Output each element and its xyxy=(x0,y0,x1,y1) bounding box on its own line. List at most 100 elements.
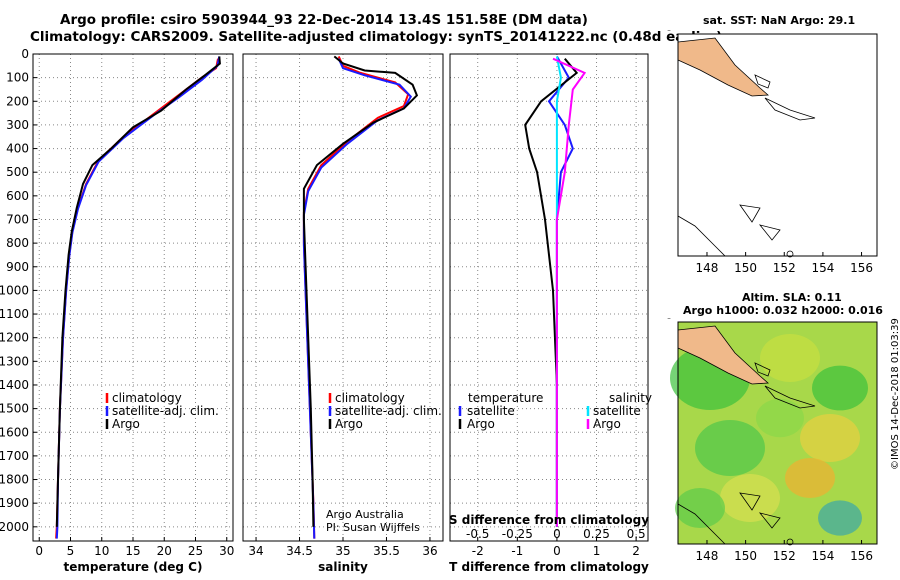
sst-map: -8-10-12-14-16-18148150152154156 xyxy=(661,30,878,275)
reef-2 xyxy=(758,224,781,241)
map-x-tick-label: 148 xyxy=(696,261,719,275)
series-line-climatology xyxy=(302,55,410,539)
title-line-2: Climatology: CARS2009. Satellite-adjuste… xyxy=(30,29,723,45)
temp-legend-label: Argo xyxy=(112,417,140,431)
x-axis-label: temperature (deg C) xyxy=(64,560,203,574)
reef-1 xyxy=(739,492,761,511)
x-tick-label: 0 xyxy=(553,544,561,558)
reef-1 xyxy=(739,204,761,223)
x-tick-label: 34 xyxy=(248,544,263,558)
s-tick-label: 0.5 xyxy=(627,527,646,541)
sla-blob xyxy=(720,474,780,522)
islands-louisiade xyxy=(764,385,816,409)
annotation-line-2: PI: Susan Wijffels xyxy=(326,521,420,534)
x-axis-label: salinity xyxy=(318,560,368,574)
y-tick-label: 800 xyxy=(6,236,29,250)
diff-legend-label: satellite xyxy=(467,404,515,418)
y-tick-label: 1500 xyxy=(0,402,29,416)
y-tick-label: 1100 xyxy=(0,307,29,321)
y-tick-label: 500 xyxy=(6,165,29,179)
x-tick-label: -1 xyxy=(511,544,523,558)
y-tick-label: 900 xyxy=(6,260,29,274)
y-tick-label: 400 xyxy=(6,142,29,156)
y-tick-label: 300 xyxy=(6,118,29,132)
diff-legend-label: Argo xyxy=(593,417,621,431)
x-tick-label: 34.5 xyxy=(286,544,313,558)
s-tick-label: -0.5 xyxy=(466,527,489,541)
series-line-s-argo xyxy=(552,57,587,527)
map-frame xyxy=(677,33,878,257)
land-new-guinea xyxy=(677,325,769,385)
sla-blob xyxy=(785,458,835,498)
map-x-tick-label: 156 xyxy=(850,549,873,563)
s-diff-label: S difference from climatology xyxy=(449,513,649,527)
coast-australia xyxy=(677,215,726,257)
sal-legend-label: satellite-adj. clim. xyxy=(335,404,442,418)
reef-2 xyxy=(758,512,781,529)
difference-chart: -2 -1 0 1 2 T difference from climatology S di… xyxy=(449,53,652,574)
sla-blob xyxy=(756,398,804,438)
reef-3 xyxy=(786,250,794,258)
temp-legend-label: climatology xyxy=(112,391,182,405)
plot-frame xyxy=(242,53,444,542)
y-tick-label: 600 xyxy=(6,189,29,203)
annotation-line-1: Argo Australia xyxy=(326,508,404,521)
y-tick-label: 1900 xyxy=(0,496,29,510)
series-line-climatology xyxy=(55,58,219,539)
y-tick-label: 1000 xyxy=(0,283,29,297)
sal-legend-label: climatology xyxy=(335,391,405,405)
island-trobriand xyxy=(754,362,771,377)
s-tick-label: 0 xyxy=(553,527,561,541)
x-tick-label: 0 xyxy=(35,544,43,558)
temperature-chart: 0 5 10 15 20 25 30 temperature (deg C) 0 100 200 30… xyxy=(0,47,234,574)
y-tick-label: 2000 xyxy=(0,520,29,534)
legend-title-salinity: salinity xyxy=(609,391,652,405)
x-tick-label: 35.5 xyxy=(373,544,400,558)
sal-legend-label: Argo xyxy=(335,417,363,431)
sla-blob xyxy=(675,488,725,528)
map-frame xyxy=(677,321,878,545)
sla-blob xyxy=(812,365,868,411)
map-x-tick-label: 150 xyxy=(734,549,757,563)
series-line-argo xyxy=(55,56,221,527)
sla-blob xyxy=(760,334,820,382)
x-tick-label: 35 xyxy=(335,544,350,558)
bottom-map-title-2: Argo h1000: 0.032 h2000: 0.016 xyxy=(683,304,883,317)
island-trobriand xyxy=(754,74,771,89)
y-tick-label: 100 xyxy=(6,71,29,85)
top-map-title: sat. SST: NaN Argo: 29.1 xyxy=(703,14,856,27)
x-tick-label: 30 xyxy=(219,544,234,558)
x-tick-label: 2 xyxy=(632,544,640,558)
y-tick-label: 1600 xyxy=(0,425,29,439)
series-line-argo xyxy=(302,55,419,527)
sla-blob xyxy=(800,414,860,462)
map-x-tick-label: 154 xyxy=(811,261,834,275)
x-tick-label: 1 xyxy=(593,544,601,558)
map-x-tick-label: 148 xyxy=(696,549,719,563)
map-y-tick-label: -8 xyxy=(661,30,673,33)
y-tick-label: 0 xyxy=(21,47,29,61)
coast-australia xyxy=(677,503,726,545)
y-tick-label: 700 xyxy=(6,212,29,226)
x-tick-label: 5 xyxy=(67,544,75,558)
s-tick-label: 0.25 xyxy=(583,527,610,541)
x-tick-label: 15 xyxy=(125,544,140,558)
map-y-tick-label: -8 xyxy=(661,318,673,321)
diff-legend-label: satellite xyxy=(593,404,641,418)
sla-blob xyxy=(695,420,765,476)
s-tick-label: -0.25 xyxy=(502,527,533,541)
map-x-tick-label: 150 xyxy=(734,261,757,275)
temp-legend-label: satellite-adj. clim. xyxy=(112,404,219,418)
y-tick-label: 200 xyxy=(6,94,29,108)
sla-map: -8-10-12-14-16-18148150152154156 xyxy=(661,318,878,563)
x-tick-label: 20 xyxy=(157,544,172,558)
x-axis-label: T difference from climatology xyxy=(449,560,649,574)
y-tick-label: 1300 xyxy=(0,354,29,368)
islands-louisiade xyxy=(764,97,816,121)
map-x-tick-label: 154 xyxy=(811,549,834,563)
land-new-guinea xyxy=(677,37,769,97)
sla-blob xyxy=(818,500,862,536)
map-x-tick-label: 152 xyxy=(773,549,796,563)
x-tick-label: 36 xyxy=(422,544,437,558)
reef-3 xyxy=(786,538,794,546)
